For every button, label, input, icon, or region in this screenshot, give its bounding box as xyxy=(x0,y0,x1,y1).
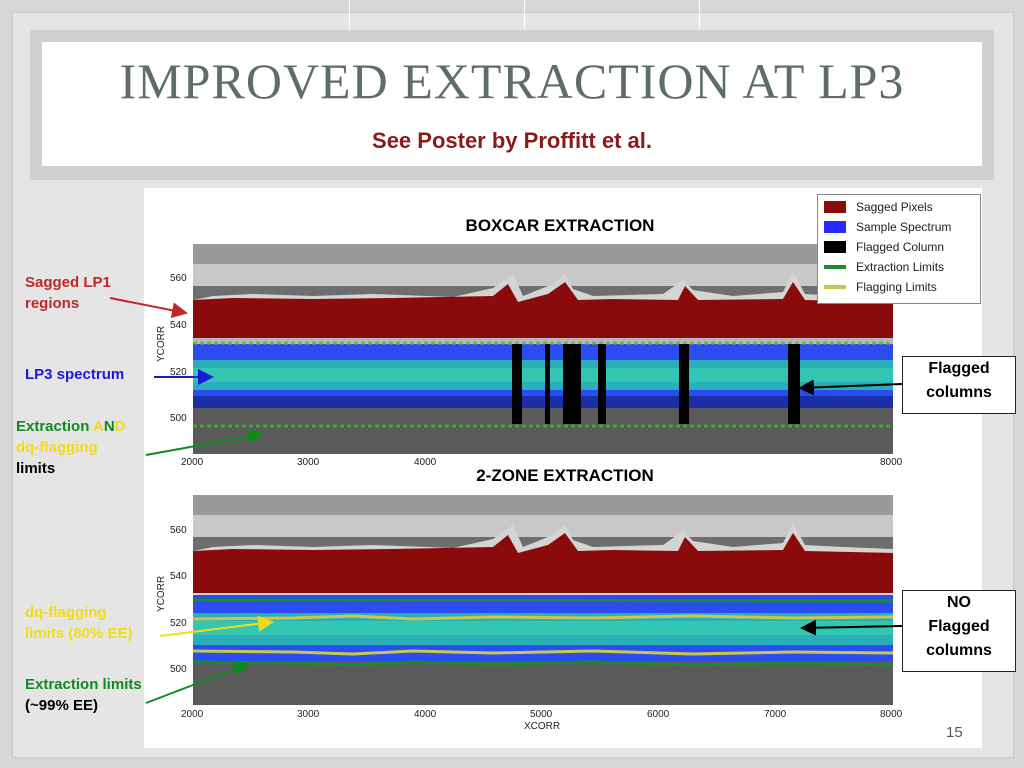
top-ytick: 540 xyxy=(170,320,187,331)
top-xtick: 8000 xyxy=(880,457,903,468)
legend-label: Flagging Limits xyxy=(856,280,937,294)
top-xtick: 4000 xyxy=(414,457,437,468)
page-number: 15 xyxy=(946,724,963,741)
legend-item-extraction: Extraction Limits xyxy=(824,259,944,275)
dq-limits-annotation: dq-flagging limits (80% EE) xyxy=(25,602,133,644)
legend-item-spectrum: Sample Spectrum xyxy=(824,219,951,235)
ext-limits-line1: Extraction limits xyxy=(25,676,142,693)
extraction-and-line: Extraction AND xyxy=(16,416,126,437)
and-a: A xyxy=(92,418,104,435)
no-flagged-columns-callout: NO Flagged columns xyxy=(902,590,1016,672)
bottom-ytick: 500 xyxy=(170,664,187,675)
legend-label: Sagged Pixels xyxy=(856,200,933,214)
title-box: IMPROVED EXTRACTION AT LP3 See Poster by… xyxy=(30,30,994,180)
legend-swatch xyxy=(824,221,846,233)
flagged-line2: columns xyxy=(926,384,992,401)
grid-line xyxy=(524,0,525,40)
top-xtick: 2000 xyxy=(181,457,204,468)
extraction-limits-arrow xyxy=(145,661,250,704)
top-ytick: 560 xyxy=(170,273,187,284)
dq-limits-arrow xyxy=(159,615,274,637)
flagged-line1: Flagged xyxy=(928,360,990,377)
legend-label: Flagged Column xyxy=(856,240,945,254)
no-flagged-arrow xyxy=(800,619,903,636)
dq-limits-line1: dq-flagging xyxy=(25,604,107,621)
bottom-xtick: 7000 xyxy=(764,709,787,720)
title-inner: IMPROVED EXTRACTION AT LP3 See Poster by… xyxy=(42,42,982,166)
no-line2: Flagged xyxy=(928,618,990,635)
legend-item-flagged: Flagged Column xyxy=(824,239,944,255)
legend-swatch xyxy=(824,241,846,253)
top-ytick: 500 xyxy=(170,413,187,424)
bottom-xtick: 6000 xyxy=(647,709,670,720)
bottom-xtick: 3000 xyxy=(297,709,320,720)
legend-label: Extraction Limits xyxy=(856,260,945,274)
extraction-word: Extraction xyxy=(16,418,93,435)
bottom-ytick: 560 xyxy=(170,525,187,536)
slide-title: IMPROVED EXTRACTION AT LP3 xyxy=(119,53,905,109)
no-line1: NO xyxy=(947,594,971,611)
bottom-xlabel: XCORR xyxy=(524,721,561,732)
legend-swatch xyxy=(824,265,846,269)
legend-item-flagging: Flagging Limits xyxy=(824,279,937,295)
sagged-line1: Sagged LP1 xyxy=(25,274,111,291)
bottom-plot-title: 2-ZONE EXTRACTION xyxy=(476,466,654,485)
dq-limits-line2: limits (80% EE) xyxy=(25,625,133,642)
legend-item-sagged: Sagged Pixels xyxy=(824,199,933,215)
legend: Sagged Pixels Sample Spectrum Flagged Co… xyxy=(817,194,981,304)
bottom-xtick: 2000 xyxy=(181,709,204,720)
extraction-arrow xyxy=(145,428,264,456)
extraction-limits-annotation: Extraction limits (~99% EE) xyxy=(25,674,142,716)
two-zone-extraction-image xyxy=(193,495,893,705)
top-plot-title: BOXCAR EXTRACTION xyxy=(465,216,655,235)
lp3-annotation: LP3 spectrum xyxy=(25,366,125,383)
legend-label: Sample Spectrum xyxy=(856,220,952,234)
top-xtick: 3000 xyxy=(297,457,320,468)
flagged-arrow xyxy=(798,379,903,396)
grid-line xyxy=(699,0,700,40)
no-line3: columns xyxy=(926,642,992,659)
sagged-annotation: Sagged LP1 regions xyxy=(25,272,111,314)
boxcar-extraction-image xyxy=(193,244,893,454)
sagged-line2: regions xyxy=(25,295,80,312)
extraction-and-annotation: Extraction AND dq-flagging limits xyxy=(16,416,126,479)
limits-text: limits xyxy=(16,460,56,477)
grid-line xyxy=(349,0,350,40)
top-ytick: 520 xyxy=(170,367,187,378)
and-d: D xyxy=(114,418,126,435)
legend-swatch xyxy=(824,285,846,289)
flagged-columns-callout: Flagged columns xyxy=(902,356,1016,414)
sagged-arrow xyxy=(109,297,188,319)
slide-subtitle: See Poster by Proffitt et al. xyxy=(372,128,652,153)
bottom-xtick: 8000 xyxy=(880,709,903,720)
bottom-ytick: 520 xyxy=(170,618,187,629)
ext-limits-line2: (~99% EE) xyxy=(25,697,98,714)
legend-swatch xyxy=(824,201,846,213)
bottom-ytick: 540 xyxy=(170,571,187,582)
dq-flagging-text: dq-flagging xyxy=(16,439,98,456)
bottom-xtick: 4000 xyxy=(414,709,437,720)
and-n: N xyxy=(103,418,115,435)
bottom-xtick: 5000 xyxy=(530,709,553,720)
